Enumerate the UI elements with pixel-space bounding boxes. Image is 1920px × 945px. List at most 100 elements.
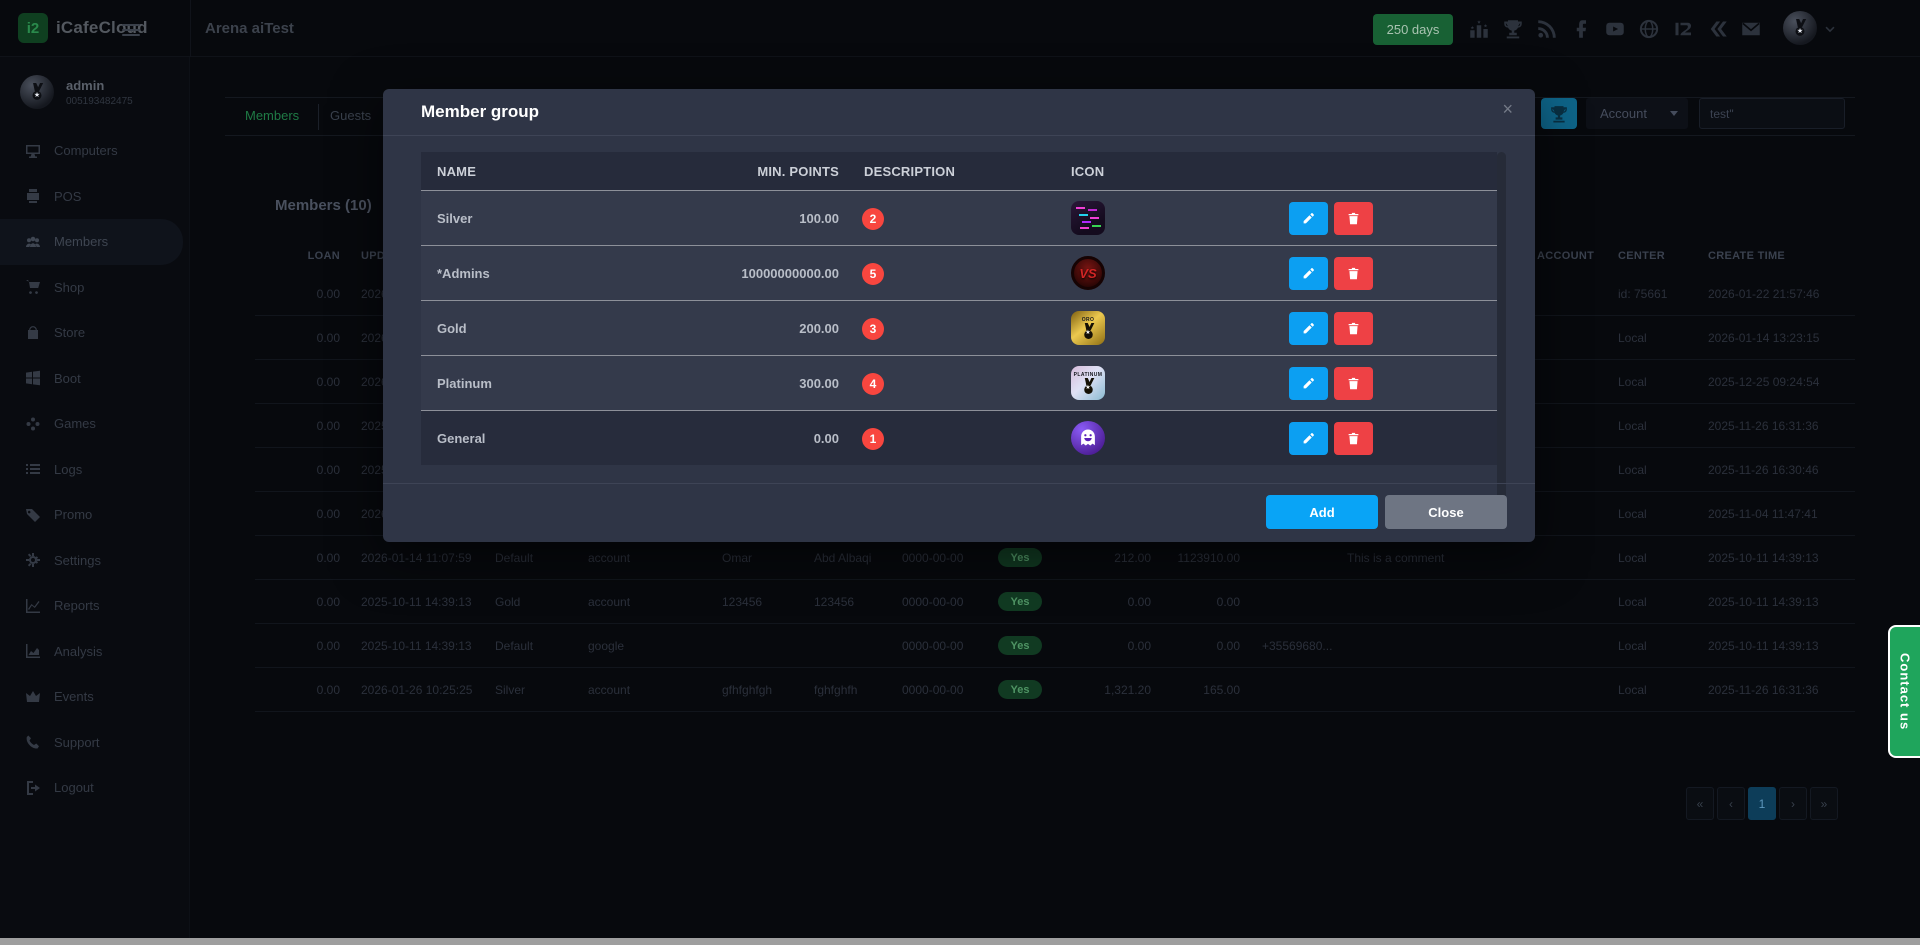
sidebar-item-boot[interactable]: Boot [0,356,189,402]
sidebar-item-promo[interactable]: Promo [0,492,189,538]
modal-table-header: NAME MIN. POINTS DESCRIPTION ICON [421,152,1497,190]
edit-button[interactable] [1289,422,1328,455]
rss-icon[interactable] [1536,18,1558,40]
sidebar-item-shop[interactable]: Shop [0,265,189,311]
description-count-badge: 3 [862,318,884,340]
edit-button[interactable] [1289,312,1328,345]
column-header-create_time[interactable]: CREATE TIME [1708,250,1786,262]
cell-loan: 0.00 [316,507,340,521]
member-group-row[interactable]: Silver 100.00 2 [421,190,1497,245]
ranking-icon[interactable] [1468,18,1490,40]
sidebar-item-analysis[interactable]: Analysis [0,629,189,675]
cell-balance: 1123910.00 [1177,551,1240,565]
page-button-4[interactable]: » [1810,787,1838,820]
column-header-center[interactable]: CENTER [1618,250,1666,262]
cell-loan: 0.00 [316,683,340,697]
medal-icon [32,83,44,100]
globe-icon[interactable] [1638,18,1660,40]
member-groups-button[interactable] [1541,98,1577,129]
close-button[interactable]: Close [1385,495,1507,529]
table-row[interactable]: 0.00 2026-01-26 10:25:25 Silver account gfhf… [255,668,1855,712]
table-row[interactable]: 0.00 2026-01-14 11:07:59 Default account Oma… [255,536,1855,580]
delete-button[interactable] [1334,422,1373,455]
sidebar-item-logs[interactable]: Logs [0,447,189,493]
bag-icon [27,325,38,339]
tab-members[interactable]: Members [245,108,300,123]
modal-col-name: NAME [437,164,477,179]
description-count-badge: 1 [862,428,884,450]
search-input[interactable] [1699,98,1845,129]
contact-us-button[interactable]: Contact us [1888,625,1920,758]
edit-button[interactable] [1289,257,1328,290]
trash-icon [1348,267,1359,280]
sidebar-item-reports[interactable]: Reports [0,583,189,629]
account-select[interactable]: Account [1586,98,1688,129]
page-button-2[interactable]: 1 [1748,787,1776,820]
sidebar-item-events[interactable]: Events [0,674,189,720]
group-icon-neon-image [1071,201,1105,235]
delete-button[interactable] [1334,202,1373,235]
sidebar-item-members[interactable]: Members [0,219,183,265]
cell-center: Local [1618,375,1647,389]
cafe-title: Arena aiTest [205,20,294,37]
page-button-1[interactable]: ‹ [1717,787,1745,820]
rss-icon [1538,20,1556,38]
youtube-icon[interactable] [1604,18,1626,40]
table-row[interactable]: 0.00 2025-10-11 14:39:13 Gold account 123456… [255,580,1855,624]
avatar-menu-caret-icon[interactable] [1824,24,1836,36]
sidebar-user-panel[interactable]: ★ admin 005193482475 [20,75,133,109]
remote-icon[interactable] [1706,18,1728,40]
sidebar-item-support[interactable]: Support [0,720,189,766]
sidebar-item-computers[interactable]: Computers [0,128,189,174]
chart-line-icon [25,598,40,613]
horizontal-scrollbar[interactable] [0,938,1920,945]
sidebar-item-label: Events [54,689,94,705]
pencil-icon [1303,268,1314,279]
member-group-row[interactable]: General 0.00 1 [421,410,1497,465]
active-badge: Yes [998,636,1042,655]
table-row[interactable]: 0.00 2025-10-11 14:39:13 Default google 0000… [255,624,1855,668]
sidebar-item-store[interactable]: Store [0,310,189,356]
group-name: General [437,431,486,446]
delete-button[interactable] [1334,312,1373,345]
cell-register: account [588,683,631,697]
cell-last_name: fghfghfh [814,683,858,697]
cell-update: 2025 [361,463,388,477]
monitor-icon [24,142,41,159]
delete-button[interactable] [1334,367,1373,400]
sidebar-item-pos[interactable]: POS [0,174,189,220]
member-group-modal: Member group × NAME MIN. POINTS DESCRIPT… [383,89,1535,542]
user-avatar[interactable]: ★ [1783,11,1817,45]
member-group-row[interactable]: Gold 200.00 3 ORO★ [421,300,1497,355]
trophy-icon[interactable] [1502,18,1524,40]
facebook-icon[interactable] [1570,18,1592,40]
mail-icon[interactable] [1740,18,1762,40]
modal-scrollbar[interactable] [1497,152,1506,526]
modal-title: Member group [421,102,540,121]
sidebar-item-logout[interactable]: Logout [0,765,189,811]
cell-update: 2026-01-26 10:25:25 [361,683,473,697]
app-logo[interactable]: i2 iCafeCloud [18,13,148,43]
subscription-days-badge[interactable]: 250 days [1373,14,1453,45]
member-group-row[interactable]: *Admins 10000000000.00 5 VS [421,245,1497,300]
column-header-loan[interactable]: LOAN [307,250,340,262]
group-name: Gold [437,321,467,336]
page-button-3[interactable]: › [1779,787,1807,820]
column-header-account[interactable]: ACCOUNT [1537,250,1595,262]
sidebar-toggle-button[interactable] [122,24,140,39]
add-button[interactable]: Add [1266,495,1378,529]
member-group-row[interactable]: Platinum 300.00 4 PLATINUM★ [421,355,1497,410]
cell-create_time: 2025-11-26 16:31:36 [1708,683,1819,697]
crown-icon [25,690,40,702]
cart-icon [25,280,40,295]
sidebar-item-games[interactable]: Games [0,401,189,447]
delete-button[interactable] [1334,257,1373,290]
page-button-0[interactable]: « [1686,787,1714,820]
edit-button[interactable] [1289,202,1328,235]
pencil-icon [1303,433,1314,444]
sidebar-item-settings[interactable]: Settings [0,538,189,584]
edit-button[interactable] [1289,367,1328,400]
icafecloud-icon[interactable] [1672,18,1694,40]
tab-guests[interactable]: Guests [330,108,372,123]
modal-close-icon[interactable]: × [1502,99,1513,119]
